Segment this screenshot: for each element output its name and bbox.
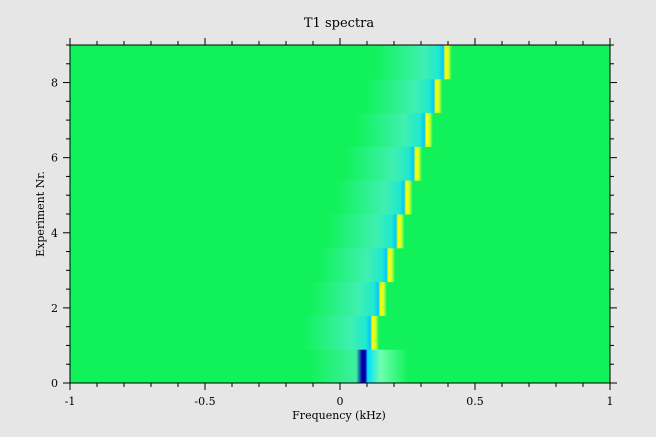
x-tick-label: 0 (337, 395, 344, 408)
heatmap-row-0 (70, 349, 610, 384)
heatmap-row-2 (70, 281, 610, 316)
heatmap-row-4 (70, 214, 610, 249)
y-axis-label: Experiment Nr. (34, 171, 47, 257)
y-tick-label: 8 (51, 77, 58, 90)
y-tick-label: 6 (51, 152, 58, 165)
plot-area (69, 44, 611, 384)
heatmap-row-3 (70, 247, 610, 283)
heatmap-rows (70, 45, 610, 384)
chart-title: T1 spectra (304, 16, 374, 31)
x-axis-label: Frequency (kHz) (292, 409, 386, 422)
y-tick-label: 4 (51, 227, 58, 240)
x-axis: -1 -0.5 0 0.5 1 (65, 38, 614, 408)
heatmap-row-8 (70, 78, 610, 114)
x-tick-label: 1 (607, 395, 614, 408)
y-tick-label: 0 (51, 377, 58, 390)
x-tick-label: -1 (65, 395, 76, 408)
x-tick-label: 0.5 (466, 395, 484, 408)
heatmap-row-1 (70, 315, 610, 350)
heatmap-row-6 (70, 146, 610, 181)
heatmap-row-7 (70, 112, 610, 147)
y-tick-label: 2 (51, 302, 58, 315)
heatmap-row-5 (70, 180, 610, 215)
heatmap-row-9 (70, 45, 610, 80)
x-tick-label: -0.5 (194, 395, 215, 408)
y-axis: 0 2 4 6 8 (51, 44, 617, 390)
